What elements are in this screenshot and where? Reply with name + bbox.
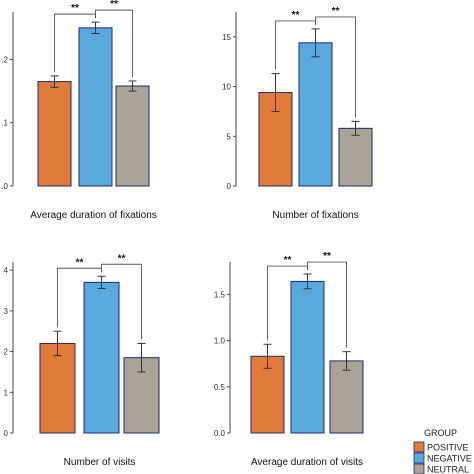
bar-positive bbox=[39, 342, 76, 434]
error-bar bbox=[303, 273, 312, 290]
bar-negative bbox=[298, 42, 333, 187]
error-bar bbox=[97, 275, 106, 289]
panel-2: 0 5 10 15 ** ** Number of fixations bbox=[222, 6, 373, 221]
y-tick-label: .2 bbox=[1, 55, 8, 64]
bar-negative bbox=[83, 281, 120, 434]
y-tick-label: 1 bbox=[4, 388, 9, 397]
y-tick-label: 5 bbox=[227, 132, 232, 141]
bar-positive bbox=[37, 81, 72, 187]
y-tick-label: 0.0 bbox=[214, 429, 226, 438]
bar-neutral bbox=[115, 85, 150, 187]
panel-1: .0 .1 .2 ** ** Average duration of fixations bbox=[1, 0, 156, 221]
legend-label: POSITIVE bbox=[427, 443, 469, 453]
panel-title: Average duration of fixations bbox=[30, 210, 157, 221]
significance-bracket: ** bbox=[315, 6, 356, 118]
y-tick-label: 4 bbox=[4, 266, 9, 275]
significance-label: ** bbox=[76, 257, 84, 268]
significance-bracket: ** bbox=[101, 253, 142, 340]
y-tick-label: 10 bbox=[222, 83, 231, 92]
legend-swatch bbox=[413, 452, 425, 464]
significance-bracket: ** bbox=[307, 251, 347, 348]
error-bar bbox=[342, 351, 351, 371]
legend-item-negative: NEGATIVE bbox=[413, 452, 472, 464]
y-tick-label: 1.5 bbox=[214, 290, 226, 299]
legend-item-neutral: NEUTRAL bbox=[413, 463, 469, 474]
y-tick-label: 0.5 bbox=[214, 383, 226, 392]
error-bar bbox=[311, 28, 320, 58]
significance-bracket: ** bbox=[95, 0, 133, 77]
bar-negative bbox=[290, 280, 325, 434]
y-tick-label: .0 bbox=[1, 182, 8, 191]
error-bar bbox=[128, 80, 137, 92]
legend-swatch bbox=[413, 463, 425, 474]
y-tick-label: .1 bbox=[1, 119, 8, 128]
error-bar bbox=[50, 75, 59, 88]
significance-label: ** bbox=[110, 0, 118, 10]
y-tick-label: 15 bbox=[222, 33, 231, 42]
error-bar bbox=[53, 330, 62, 357]
error-bar bbox=[91, 21, 100, 35]
bar-negative bbox=[78, 27, 113, 187]
panel-title: Number of visits bbox=[64, 457, 136, 468]
error-bar bbox=[351, 120, 360, 136]
significance-label: ** bbox=[332, 6, 340, 17]
y-tick-label: 3 bbox=[4, 307, 9, 316]
error-bar bbox=[137, 342, 146, 373]
significance-label: ** bbox=[323, 251, 331, 262]
bar-positive bbox=[250, 355, 285, 434]
bar-neutral bbox=[329, 360, 364, 434]
significance-label: ** bbox=[118, 253, 126, 264]
panel-4: 0.0 0.5 1.0 1.5 ** ** Average duration of visi… bbox=[214, 251, 364, 468]
legend-swatch bbox=[413, 441, 425, 453]
y-tick-label: 0 bbox=[227, 182, 232, 191]
panel-3: 0 1 2 3 4 ** ** Number of visits bbox=[4, 253, 160, 468]
y-tick-label: 0 bbox=[4, 429, 9, 438]
y-tick-label: 1.0 bbox=[214, 337, 226, 346]
y-tick-label: 2 bbox=[4, 348, 9, 357]
legend-title: GROUP bbox=[424, 428, 457, 438]
error-bar bbox=[263, 343, 272, 369]
panel-title: Average duration of visits bbox=[251, 457, 363, 468]
legend-label: NEGATIVE bbox=[427, 454, 472, 464]
legend-item-positive: POSITIVE bbox=[413, 441, 469, 453]
panel-title: Number of fixations bbox=[272, 210, 358, 221]
bar-neutral bbox=[338, 127, 373, 187]
significance-label: ** bbox=[71, 3, 79, 14]
error-bar bbox=[271, 73, 280, 112]
significance-label: ** bbox=[292, 10, 300, 21]
significance-label: ** bbox=[284, 255, 292, 266]
legend-label: NEUTRAL bbox=[427, 465, 469, 474]
